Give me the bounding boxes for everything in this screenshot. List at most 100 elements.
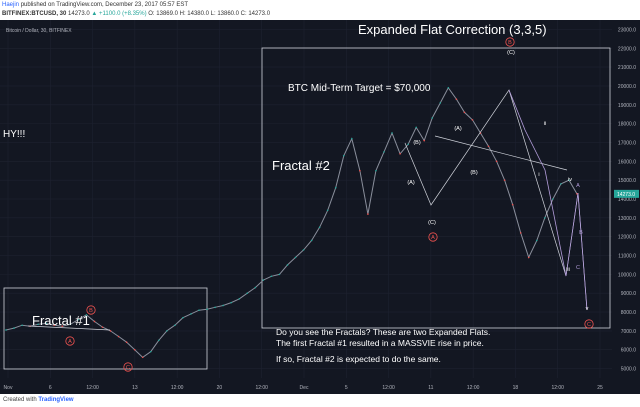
y-tick-label: 13000.0 (618, 216, 636, 222)
y-tick-label: 12000.0 (618, 235, 636, 241)
price-point (544, 217, 546, 219)
wave-label: B (508, 40, 512, 46)
x-tick-label: 25 (597, 385, 603, 391)
price-point (503, 179, 506, 181)
price-point (85, 314, 88, 316)
wave-label: v (586, 306, 589, 312)
wave-label: A (431, 235, 435, 241)
price-point (93, 320, 96, 323)
y-tick-label: 18000.0 (618, 122, 636, 128)
wave-label: B (89, 308, 93, 314)
price-point (230, 301, 232, 304)
price-point (166, 330, 168, 332)
x-tick-label: Nov (4, 385, 13, 391)
price-point (222, 304, 224, 307)
chart-title: Expanded Flat Correction (3,3,5) (358, 22, 547, 37)
annotation-target: BTC Mid-Term Target = $70,000 (288, 83, 431, 94)
annotation-question: Do you see the Fractals? These are two E… (276, 327, 490, 337)
price-point (535, 239, 538, 242)
wave-label: (B) (413, 140, 421, 146)
annotation-fractal-1: Fractal #1 (32, 313, 90, 328)
published-text: published on TradingView.com, December 2… (20, 2, 189, 8)
price-point (519, 232, 522, 234)
price-point (560, 183, 562, 185)
price-point (13, 327, 15, 329)
price-point (53, 324, 56, 327)
x-tick-label: 12:00 (467, 385, 480, 391)
price-point (286, 264, 289, 266)
price-point (383, 151, 385, 153)
price-point (334, 186, 337, 189)
price-point (471, 119, 474, 121)
wave-label: C (126, 365, 130, 371)
price-point (206, 308, 208, 311)
chart-area[interactable]: 5000.0 6000.0 7000.0 8000.0 9000.0 10000.0 110… (0, 20, 640, 394)
x-tick-label: 12:00 (255, 385, 268, 391)
price-point (527, 256, 530, 259)
y-tick-label: 9000.0 (621, 291, 637, 297)
channel-line (434, 135, 568, 171)
wave-marker (65, 336, 75, 346)
y-tick-label: 16000.0 (618, 159, 636, 165)
price-point (174, 324, 176, 327)
symbol-line: BITFINEX:BTCUSD, 30 14273.0 ▲ +1100.0 (+… (2, 10, 270, 19)
price-point (190, 313, 192, 315)
wave-marker (428, 232, 438, 242)
y-tick-label: 19000.0 (618, 103, 636, 109)
y-tick-label: 10000.0 (618, 272, 636, 278)
author-link[interactable]: Haejin (2, 2, 20, 8)
fractal1-line (27, 325, 111, 331)
price-point (21, 324, 23, 327)
wave-label: (B) (470, 170, 478, 176)
fractal-2-box (261, 47, 611, 329)
price-change: ▲ +1100.0 (+8.35%) (91, 11, 147, 17)
fractal-1-box (3, 287, 208, 370)
price-point (133, 348, 136, 351)
price-point (158, 339, 160, 342)
price-point (439, 102, 442, 104)
y-tick-label: 22000.0 (618, 46, 636, 52)
wave-label: i (538, 172, 539, 178)
price-point (101, 326, 104, 328)
y-tick-label: 11000.0 (618, 254, 636, 260)
wave-label: C (576, 265, 580, 271)
price-point (125, 341, 128, 344)
y-tick-label: 17000.0 (618, 140, 636, 146)
footer-text: Created with TradingView (3, 394, 74, 407)
price-point (375, 169, 377, 172)
y-tick-label: 20000.0 (618, 84, 636, 90)
price-point (69, 323, 72, 326)
price-point (318, 226, 321, 229)
y-tick-label: 23000.0 (618, 27, 636, 33)
tradingview-logo[interactable]: TradingView (38, 397, 74, 403)
price-series-line (5, 86, 578, 358)
price-point (423, 139, 425, 142)
annotation-expectation: If so, Fractal #2 is expected to do the … (276, 354, 441, 364)
wave-label: (C) (428, 220, 436, 226)
last-price: 14273.0 (68, 11, 90, 17)
wave-label: B (579, 230, 583, 236)
price-chart[interactable]: 5000.0 6000.0 7000.0 8000.0 9000.0 10000.0 110… (0, 20, 640, 394)
publish-header: Haejin published on TradingView.com, Dec… (0, 0, 640, 20)
price-point (511, 203, 514, 206)
price-point (214, 306, 216, 309)
ohlc-values: O: 13869.0 H: 14380.0 L: 13860.0 C: 1427… (148, 11, 271, 17)
price-point (359, 169, 361, 172)
wave-marker (584, 319, 594, 329)
price-point (399, 152, 401, 155)
x-tick-label: 12:00 (551, 385, 564, 391)
x-tick-label: 18 (513, 385, 519, 391)
y-tick-label: 14000.0 (618, 197, 636, 203)
annotation-fractal-2: Fractal #2 (272, 158, 330, 173)
price-point (262, 279, 265, 281)
price-point (61, 325, 64, 327)
price-point (5, 329, 7, 331)
wave-label: (A) (454, 126, 462, 132)
price-point (141, 356, 144, 359)
y-tick-label: 7000.0 (621, 329, 637, 335)
price-point (415, 126, 417, 129)
price-point (254, 286, 257, 289)
wave-label: iii (566, 267, 570, 273)
price-point (342, 154, 345, 157)
last-price-tag (614, 189, 639, 198)
